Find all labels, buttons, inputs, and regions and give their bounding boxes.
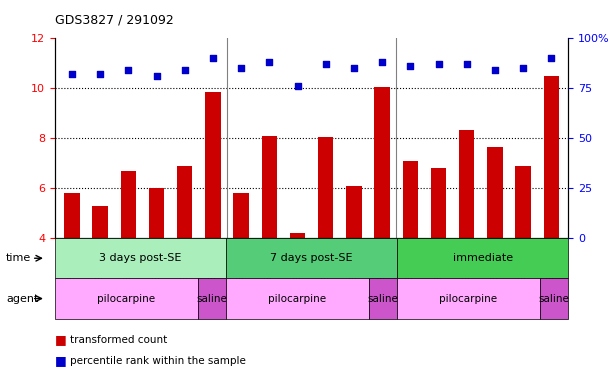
- Point: [208, 55, 218, 61]
- Point: [95, 71, 105, 78]
- Bar: [233, 193, 249, 238]
- Text: pilocarpine: pilocarpine: [268, 293, 326, 304]
- Bar: [375, 87, 390, 238]
- Bar: [544, 76, 559, 238]
- Text: saline: saline: [196, 293, 227, 304]
- Bar: [431, 168, 446, 238]
- Point: [546, 55, 556, 61]
- Bar: [177, 166, 192, 238]
- Text: 3 days post-SE: 3 days post-SE: [100, 253, 181, 263]
- Text: transformed count: transformed count: [70, 335, 167, 345]
- Text: saline: saline: [538, 293, 569, 304]
- Point: [265, 59, 274, 65]
- Bar: [148, 188, 164, 238]
- Point: [434, 61, 444, 68]
- Text: pilocarpine: pilocarpine: [97, 293, 155, 304]
- Bar: [318, 137, 334, 238]
- Text: percentile rank within the sample: percentile rank within the sample: [70, 356, 246, 366]
- Point: [293, 83, 302, 89]
- Bar: [346, 186, 362, 238]
- Point: [462, 61, 472, 68]
- Point: [518, 65, 528, 71]
- Point: [377, 59, 387, 65]
- Text: ■: ■: [55, 333, 67, 346]
- Point: [180, 67, 189, 73]
- Bar: [459, 129, 475, 238]
- Text: saline: saline: [367, 293, 398, 304]
- Text: ■: ■: [55, 354, 67, 367]
- Text: GDS3827 / 291092: GDS3827 / 291092: [55, 13, 174, 26]
- Point: [123, 67, 133, 73]
- Text: time: time: [6, 253, 31, 263]
- Point: [321, 61, 331, 68]
- Point: [152, 73, 161, 79]
- Point: [236, 65, 246, 71]
- Bar: [120, 170, 136, 238]
- Point: [67, 71, 77, 78]
- Bar: [64, 193, 79, 238]
- Text: immediate: immediate: [453, 253, 513, 263]
- Bar: [92, 206, 108, 238]
- Point: [349, 65, 359, 71]
- Bar: [487, 147, 503, 238]
- Bar: [262, 136, 277, 238]
- Point: [406, 63, 415, 70]
- Bar: [403, 161, 418, 238]
- Text: agent: agent: [6, 293, 38, 304]
- Point: [490, 67, 500, 73]
- Text: 7 days post-SE: 7 days post-SE: [270, 253, 353, 263]
- Bar: [515, 166, 531, 238]
- Bar: [205, 92, 221, 238]
- Text: pilocarpine: pilocarpine: [439, 293, 497, 304]
- Bar: [290, 233, 306, 238]
